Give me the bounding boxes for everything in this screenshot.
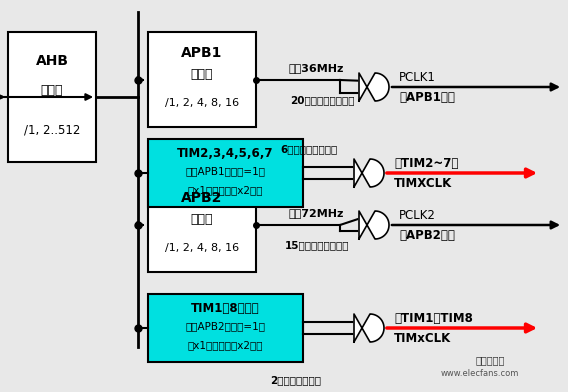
Text: 至APB1外设: 至APB1外设: [399, 91, 455, 103]
Text: /1, 2..512: /1, 2..512: [24, 123, 80, 136]
Text: 2个外设时钒使能: 2个外设时钒使能: [270, 375, 321, 385]
Text: 预分频: 预分频: [191, 213, 213, 226]
Text: 预分频: 预分频: [41, 84, 63, 97]
Text: 如果APB2预分频=1，: 如果APB2预分频=1，: [186, 322, 265, 332]
Bar: [148, 177, 256, 272]
Text: AHB: AHB: [35, 54, 69, 67]
Text: 如果APB1预分频=1，: 如果APB1预分频=1，: [186, 167, 265, 177]
Text: PCLK1: PCLK1: [399, 71, 436, 83]
Bar: [148, 139, 303, 207]
Text: 至APB2外设: 至APB2外设: [399, 229, 455, 241]
Text: 20个外设时钒使能位: 20个外设时钒使能位: [290, 95, 354, 105]
Text: APB1: APB1: [181, 46, 223, 60]
Bar: [148, 32, 256, 127]
Text: 最大72MHz: 最大72MHz: [289, 208, 344, 218]
Text: TIM1＆8定时器: TIM1＆8定时器: [191, 303, 260, 316]
Text: 则x1输出，否则x2输出: 则x1输出，否则x2输出: [188, 340, 263, 350]
Text: 则x1输出，否则x2输出: 则x1输出，否则x2输出: [188, 185, 263, 195]
Polygon shape: [354, 314, 384, 342]
Text: 15个外设时钒使能位: 15个外设时钒使能位: [285, 240, 349, 250]
Text: 至TIM2~7的: 至TIM2~7的: [394, 156, 458, 169]
Text: /1, 2, 4, 8, 16: /1, 2, 4, 8, 16: [165, 243, 239, 253]
Text: 至TIM1和TIM8: 至TIM1和TIM8: [394, 312, 473, 325]
Text: 最大36MHz: 最大36MHz: [289, 63, 344, 73]
Text: 6个外设时钒使能位: 6个外设时钒使能位: [280, 144, 337, 154]
Bar: [8, 32, 96, 162]
Polygon shape: [359, 211, 389, 239]
Text: 电子发烧友: 电子发烧友: [475, 355, 505, 365]
Text: /1, 2, 4, 8, 16: /1, 2, 4, 8, 16: [165, 98, 239, 108]
Text: TIMxCLK: TIMxCLK: [394, 332, 451, 345]
Text: TIM2,3,4,5,6,7: TIM2,3,4,5,6,7: [177, 147, 274, 160]
Text: TIMXCLK: TIMXCLK: [394, 176, 452, 189]
Text: APB2: APB2: [181, 191, 223, 205]
Text: 预分频: 预分频: [191, 68, 213, 81]
Text: www.elecfans.com: www.elecfans.com: [441, 370, 519, 379]
Text: PCLK2: PCLK2: [399, 209, 436, 221]
Polygon shape: [359, 73, 389, 101]
Bar: [148, 294, 303, 362]
Polygon shape: [354, 159, 384, 187]
